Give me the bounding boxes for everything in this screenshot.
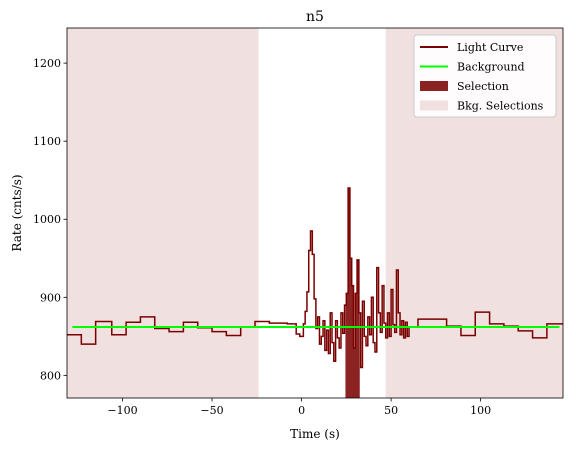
legend: Light Curve Background Selection Bkg. Selec… <box>413 34 557 118</box>
plot-frame <box>66 27 564 399</box>
x-tick-label: 50 <box>384 404 398 417</box>
bkg-selection-region <box>67 28 259 398</box>
legend-label: Background <box>457 61 525 74</box>
x-tick-label: −50 <box>200 404 223 417</box>
y-axis-label: Rate (cnts/s) <box>10 174 24 251</box>
x-tick-label: 100 <box>470 404 491 417</box>
x-tick-label: 0 <box>298 404 305 417</box>
y-tick-label: 1100 <box>33 135 61 148</box>
legend-label: Light Curve <box>457 41 523 54</box>
x-tick-label: −100 <box>107 404 137 417</box>
chart-title: n5 <box>306 9 324 25</box>
x-axis-label: Time (s) <box>290 427 340 441</box>
legend-label: Selection <box>457 80 509 93</box>
y-tick-label: 1000 <box>33 213 61 226</box>
light-curve-line <box>67 187 563 369</box>
legend-swatch-patch <box>420 81 448 91</box>
y-tick-label: 1200 <box>33 57 61 70</box>
legend-box <box>413 34 557 118</box>
legend-swatch-patch <box>420 100 448 111</box>
legend-label: Bkg. Selections <box>457 100 544 113</box>
y-tick-label: 900 <box>40 291 61 304</box>
y-tick-label: 800 <box>40 369 61 382</box>
selection-region <box>345 188 360 398</box>
